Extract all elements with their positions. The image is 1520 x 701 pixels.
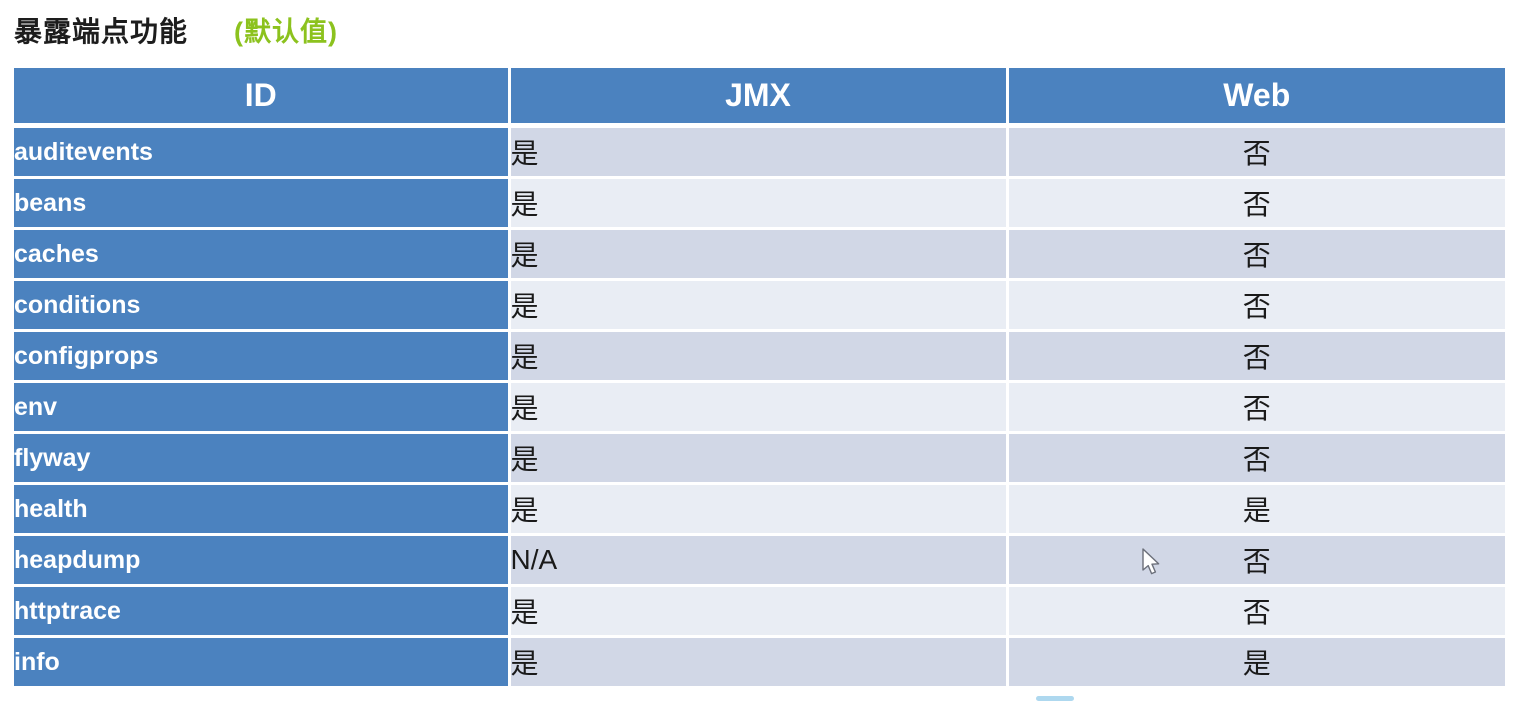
- web-cell: 否: [1005, 176, 1505, 230]
- endpoint-id-cell: auditevents: [14, 124, 511, 179]
- jmx-cell: 是: [507, 176, 1009, 230]
- jmx-cell: 是: [507, 124, 1009, 179]
- endpoint-id-cell: heapdump: [14, 533, 511, 587]
- jmx-cell: 是: [507, 329, 1009, 383]
- jmx-cell: 是: [507, 380, 1009, 434]
- endpoint-id-cell: flyway: [14, 431, 511, 485]
- column-header-jmx: JMX: [507, 68, 1009, 128]
- table-header-row: ID JMX Web: [14, 68, 1505, 128]
- jmx-cell: 是: [507, 482, 1009, 536]
- table-row: conditions 是否: [14, 278, 1505, 332]
- jmx-cell: 是: [507, 431, 1009, 485]
- endpoint-id-cell: info: [14, 635, 511, 686]
- web-cell: 否: [1005, 584, 1505, 638]
- table-row: beans 是否: [14, 176, 1505, 230]
- bottom-edge-artifact: [1036, 696, 1074, 701]
- column-header-web: Web: [1005, 68, 1505, 128]
- table-row: caches 是否: [14, 227, 1505, 281]
- jmx-cell: 是: [507, 584, 1009, 638]
- endpoint-id-cell: caches: [14, 227, 511, 281]
- jmx-cell: 是: [507, 635, 1009, 686]
- table-row: info 是是: [14, 635, 1505, 686]
- web-cell: 否: [1005, 124, 1505, 179]
- jmx-cell: 是: [507, 278, 1009, 332]
- table-row: httptrace 是否: [14, 584, 1505, 638]
- table-row: heapdump N/A 否: [14, 533, 1505, 587]
- web-cell: 否: [1005, 278, 1505, 332]
- endpoints-table-body: auditevents 是否 beans 是否 caches 是否 conditions 是否…: [14, 124, 1505, 686]
- table-row: health 是是: [14, 482, 1505, 536]
- column-header-id: ID: [14, 68, 511, 128]
- web-cell: 否: [1005, 533, 1505, 587]
- default-value-note: (默认值): [234, 17, 338, 47]
- endpoint-id-cell: env: [14, 380, 511, 434]
- endpoint-id-cell: conditions: [14, 278, 511, 332]
- endpoint-id-cell: httptrace: [14, 584, 511, 638]
- table-row: auditevents 是否: [14, 124, 1505, 179]
- endpoints-table: ID JMX Web auditevents 是否 beans 是否 caches 是否 c…: [14, 68, 1505, 686]
- web-cell: 是: [1005, 635, 1505, 686]
- table-row: flyway 是否: [14, 431, 1505, 485]
- web-cell: 否: [1005, 227, 1505, 281]
- endpoint-id-cell: configprops: [14, 329, 511, 383]
- jmx-cell: 是: [507, 227, 1009, 281]
- page-header: 暴露端点功能 (默认值): [14, 10, 338, 50]
- page-title: 暴露端点功能: [14, 16, 189, 47]
- web-cell: 否: [1005, 380, 1505, 434]
- jmx-cell: N/A: [507, 533, 1009, 587]
- table-row: env 是否: [14, 380, 1505, 434]
- endpoint-id-cell: beans: [14, 176, 511, 230]
- web-cell: 否: [1005, 329, 1505, 383]
- table-row: configprops 是否: [14, 329, 1505, 383]
- web-cell: 是: [1005, 482, 1505, 536]
- endpoint-id-cell: health: [14, 482, 511, 536]
- web-cell: 否: [1005, 431, 1505, 485]
